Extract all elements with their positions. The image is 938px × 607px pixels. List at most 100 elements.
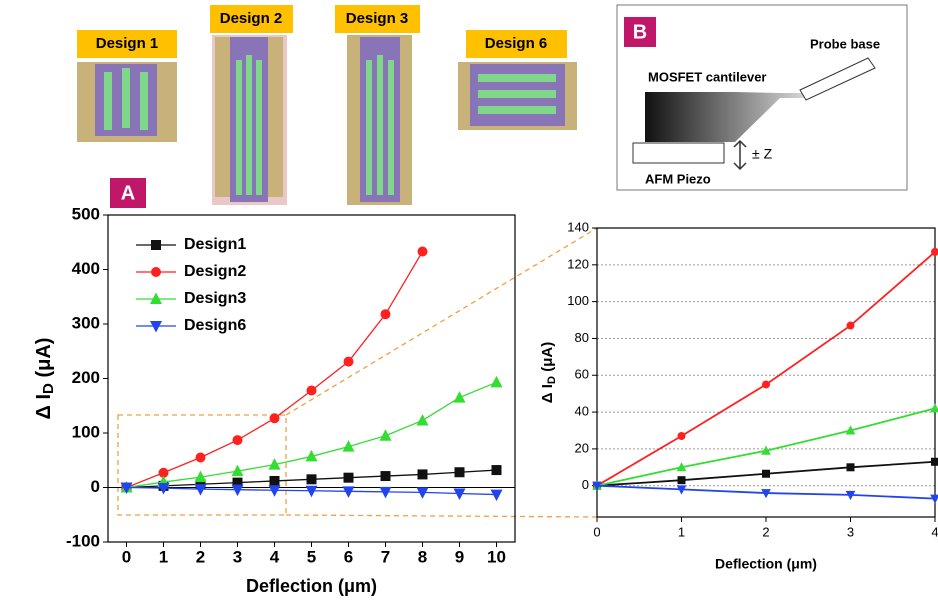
zoom-line xyxy=(286,515,597,517)
marker xyxy=(417,414,429,426)
layout-image xyxy=(388,60,394,195)
x-tick-label: 8 xyxy=(418,547,427,566)
marker xyxy=(270,476,280,486)
y-axis-title-part: (μA) xyxy=(539,342,556,376)
y-tick-label: 100 xyxy=(72,422,100,441)
marker xyxy=(678,432,686,440)
marker xyxy=(454,391,466,403)
x-tick-label: 0 xyxy=(122,547,131,566)
design-label: Design 2 xyxy=(220,10,283,27)
x-tick-label: 7 xyxy=(381,547,390,566)
marker xyxy=(762,380,770,388)
marker xyxy=(678,476,686,484)
marker xyxy=(270,413,280,423)
marker xyxy=(491,376,503,388)
marker xyxy=(151,240,161,250)
x-axis-title: Deflection (μm) xyxy=(715,556,817,572)
design-images: Design 1 Design 2 Design 3 Design 6 xyxy=(77,5,577,205)
layout-image xyxy=(478,106,556,114)
y-tick-label: 0 xyxy=(582,477,589,492)
x-tick-label: 3 xyxy=(847,524,854,539)
y-tick-label: 20 xyxy=(575,440,589,455)
piezo-label: AFM Piezo xyxy=(645,171,711,186)
layout-image xyxy=(256,60,262,195)
layout-image xyxy=(478,74,556,82)
legend-label: Design1 xyxy=(184,236,246,253)
marker xyxy=(491,490,503,502)
zoom-box xyxy=(118,415,286,515)
y-axis-title-sub: D xyxy=(546,376,558,384)
x-tick-label: 0 xyxy=(593,524,600,539)
probe-base-label: Probe base xyxy=(810,36,880,51)
x-tick-label: 9 xyxy=(455,547,464,566)
marker xyxy=(195,484,207,496)
marker xyxy=(344,473,354,483)
x-tick-label: 4 xyxy=(270,547,280,566)
x-tick-label: 1 xyxy=(678,524,685,539)
y-tick-label: 0 xyxy=(91,477,100,496)
y-tick-label: 100 xyxy=(567,293,589,308)
layout-image xyxy=(104,72,112,130)
x-tick-label: 4 xyxy=(931,524,938,539)
layout-image xyxy=(122,68,130,128)
y-tick-label: -100 xyxy=(66,531,100,550)
marker xyxy=(418,247,428,257)
marker xyxy=(380,487,392,499)
y-tick-label: 400 xyxy=(72,259,100,278)
marker xyxy=(269,485,281,497)
marker xyxy=(762,470,770,478)
y-axis-title-sub: D xyxy=(40,383,57,394)
y-tick-label: 500 xyxy=(72,204,100,223)
marker xyxy=(151,267,161,277)
z-label: ± Z xyxy=(752,146,773,162)
marker xyxy=(233,435,243,445)
legend-label: Design2 xyxy=(184,263,246,280)
design-label: Design 3 xyxy=(346,10,409,27)
y-axis-title: Δ ID (μA) xyxy=(33,338,57,420)
marker xyxy=(344,357,354,367)
panel-label: A xyxy=(121,182,135,204)
y-axis-title-part: Δ I xyxy=(33,394,55,420)
layout-image xyxy=(377,55,383,195)
marker xyxy=(196,453,206,463)
x-tick-label: 10 xyxy=(487,547,506,566)
x-tick-label: 6 xyxy=(344,547,353,566)
x-tick-label: 2 xyxy=(196,547,205,566)
marker xyxy=(381,471,391,481)
marker xyxy=(381,309,391,319)
legend-label: Design3 xyxy=(184,290,246,307)
marker xyxy=(306,486,318,498)
layout-image xyxy=(478,90,556,98)
marker xyxy=(847,322,855,330)
x-axis-title: Deflection (μm) xyxy=(246,576,377,596)
series-line xyxy=(127,252,423,488)
layout-image xyxy=(140,72,148,130)
layout-image xyxy=(246,55,252,195)
legend-label: Design6 xyxy=(184,317,246,334)
marker xyxy=(847,463,855,471)
y-axis-title: Δ ID (μA) xyxy=(539,342,558,403)
piezo xyxy=(633,143,724,163)
marker xyxy=(930,403,938,412)
x-tick-label: 3 xyxy=(233,547,242,566)
y-tick-label: 80 xyxy=(575,330,589,345)
figure: Design 1 Design 2 Design 3 Design 6 B xyxy=(0,0,938,602)
layout-image xyxy=(236,60,242,195)
y-tick-label: 200 xyxy=(72,368,100,387)
design-label: Design 6 xyxy=(485,35,548,52)
panel-label: B xyxy=(633,21,647,43)
marker xyxy=(232,485,244,497)
y-axis-title-part: (μA) xyxy=(33,338,55,384)
marker xyxy=(380,429,392,441)
marker xyxy=(492,465,502,475)
marker xyxy=(150,321,162,333)
y-tick-label: 300 xyxy=(72,313,100,332)
y-tick-label: 60 xyxy=(575,367,589,382)
layout-image xyxy=(366,60,372,195)
y-tick-label: 120 xyxy=(567,256,589,271)
cantilever-label: MOSFET cantilever xyxy=(648,69,766,84)
x-tick-label: 5 xyxy=(307,547,316,566)
y-axis-title-part: Δ I xyxy=(539,384,556,403)
y-tick-label: 140 xyxy=(567,219,589,234)
design-label: Design 1 xyxy=(96,35,159,52)
